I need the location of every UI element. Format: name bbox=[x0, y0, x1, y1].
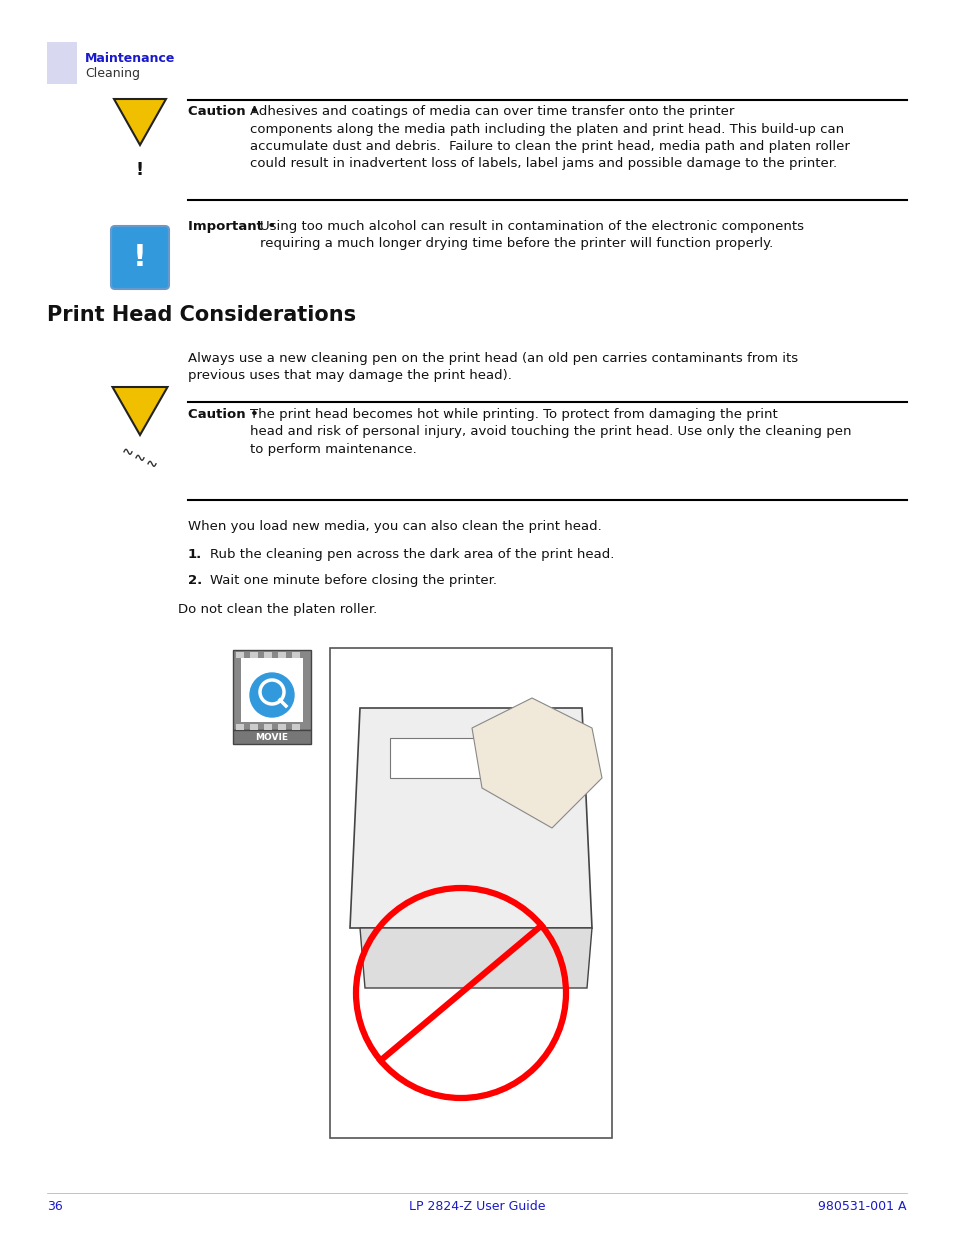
Polygon shape bbox=[359, 927, 592, 988]
Bar bbox=[233, 650, 311, 730]
Polygon shape bbox=[113, 99, 166, 144]
Text: Do not clean the platen roller.: Do not clean the platen roller. bbox=[178, 603, 376, 616]
Bar bbox=[235, 724, 244, 730]
Text: Maintenance: Maintenance bbox=[85, 52, 175, 65]
Bar bbox=[241, 658, 303, 722]
Text: Print Head Considerations: Print Head Considerations bbox=[47, 305, 355, 325]
Bar bbox=[233, 730, 311, 743]
Bar bbox=[235, 652, 244, 658]
Text: Caution •: Caution • bbox=[188, 105, 263, 119]
Text: LP 2824-Z User Guide: LP 2824-Z User Guide bbox=[408, 1200, 545, 1213]
Text: !: ! bbox=[135, 162, 144, 179]
Bar bbox=[47, 42, 77, 84]
Bar bbox=[277, 652, 286, 658]
Text: Rub the cleaning pen across the dark area of the print head.: Rub the cleaning pen across the dark are… bbox=[210, 548, 614, 561]
Bar bbox=[277, 724, 286, 730]
Text: Adhesives and coatings of media can over time transfer onto the printer
componen: Adhesives and coatings of media can over… bbox=[250, 105, 849, 170]
Text: Always use a new cleaning pen on the print head (an old pen carries contaminants: Always use a new cleaning pen on the pri… bbox=[188, 352, 798, 383]
Text: Wait one minute before closing the printer.: Wait one minute before closing the print… bbox=[210, 574, 497, 587]
Bar bbox=[264, 724, 272, 730]
Text: 980531-001 A: 980531-001 A bbox=[818, 1200, 906, 1213]
Text: Caution •: Caution • bbox=[188, 408, 263, 421]
Polygon shape bbox=[390, 739, 552, 778]
Text: The print head becomes hot while printing. To protect from damaging the print
he: The print head becomes hot while printin… bbox=[250, 408, 851, 456]
Text: Important •: Important • bbox=[188, 220, 280, 233]
Polygon shape bbox=[112, 387, 168, 435]
FancyBboxPatch shape bbox=[111, 226, 169, 289]
Bar bbox=[292, 652, 299, 658]
Circle shape bbox=[250, 673, 294, 718]
Text: 2.: 2. bbox=[188, 574, 202, 587]
Text: 36: 36 bbox=[47, 1200, 63, 1213]
Text: Using too much alcohol can result in contamination of the electronic components
: Using too much alcohol can result in con… bbox=[260, 220, 803, 251]
Polygon shape bbox=[350, 708, 592, 927]
Bar bbox=[264, 652, 272, 658]
Text: !: ! bbox=[132, 243, 147, 272]
Polygon shape bbox=[472, 698, 601, 827]
Bar bbox=[292, 724, 299, 730]
Bar bbox=[250, 724, 257, 730]
Text: Cleaning: Cleaning bbox=[85, 67, 140, 80]
Bar bbox=[330, 648, 612, 1137]
Bar bbox=[250, 652, 257, 658]
Text: When you load new media, you can also clean the print head.: When you load new media, you can also cl… bbox=[188, 520, 601, 534]
Text: 1.: 1. bbox=[188, 548, 202, 561]
Text: MOVIE: MOVIE bbox=[255, 732, 288, 741]
